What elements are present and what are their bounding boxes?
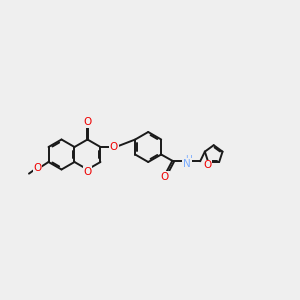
Text: H: H [186,155,192,164]
Text: O: O [83,167,92,177]
Text: N: N [183,159,191,169]
Text: O: O [83,117,92,127]
Text: O: O [33,164,42,173]
Text: O: O [161,172,169,182]
Text: O: O [203,160,212,170]
Text: O: O [110,142,118,152]
